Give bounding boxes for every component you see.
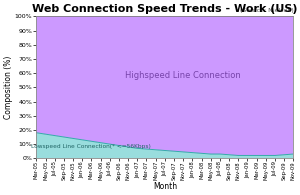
Y-axis label: Composition (%): Composition (%) (4, 56, 13, 119)
X-axis label: Month: Month (153, 182, 177, 191)
Title: Web Connection Speed Trends - Work (US): Web Connection Speed Trends - Work (US) (32, 4, 298, 14)
Text: (Source: Nielsen): (Source: Nielsen) (240, 9, 293, 13)
Text: Lowspeed Line Connection(* <=56Kbps): Lowspeed Line Connection(* <=56Kbps) (32, 144, 152, 149)
Text: Highspeed Line Connection: Highspeed Line Connection (125, 71, 241, 81)
